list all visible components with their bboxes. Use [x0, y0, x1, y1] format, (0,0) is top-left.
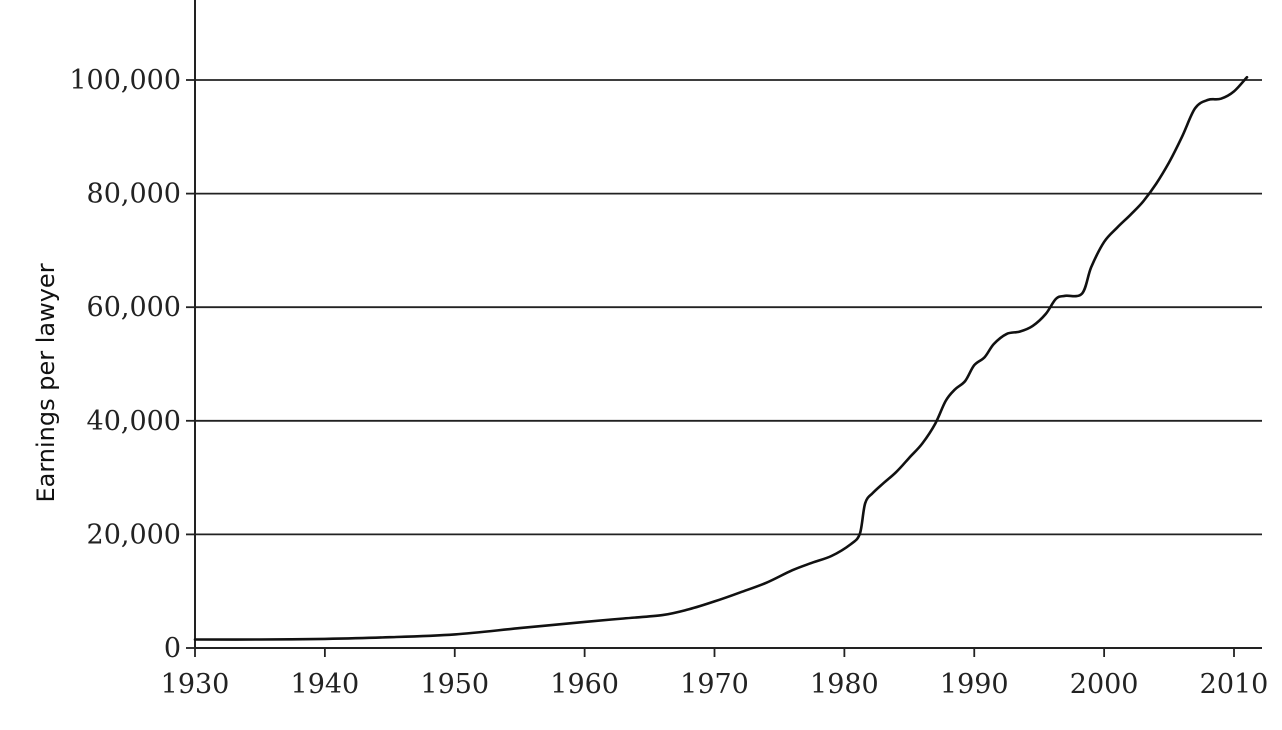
- gridlines: [195, 79, 1262, 536]
- y-tick-label: 0: [164, 633, 181, 664]
- series-layer: [193, 75, 1249, 641]
- x-tick-label: 2010: [1200, 669, 1269, 700]
- x-tick-label: 1950: [420, 669, 489, 700]
- y-tick-label: 20,000: [87, 519, 181, 550]
- y-tick-label: 100,000: [69, 65, 181, 96]
- y-tick-label: 60,000: [87, 292, 181, 323]
- axes: [186, 0, 1262, 657]
- series-line-earnings: [193, 75, 1249, 641]
- x-tick-label: 1930: [161, 669, 230, 700]
- y-tick-label: 40,000: [87, 406, 181, 437]
- x-tick-label: 1970: [680, 669, 749, 700]
- x-tick-label: 1980: [810, 669, 879, 700]
- x-tick-label: 1940: [291, 669, 360, 700]
- x-tick-label: 1990: [940, 669, 1009, 700]
- x-tick-label: 1960: [550, 669, 619, 700]
- y-tick-label: 80,000: [87, 179, 181, 210]
- x-tick-label: 2000: [1070, 669, 1139, 700]
- y-axis-title: Earnings per lawyer: [32, 263, 60, 502]
- tick-labels: 0 20,000 40,000 60,000 80,000 100,000 1930 1940…: [69, 65, 1268, 700]
